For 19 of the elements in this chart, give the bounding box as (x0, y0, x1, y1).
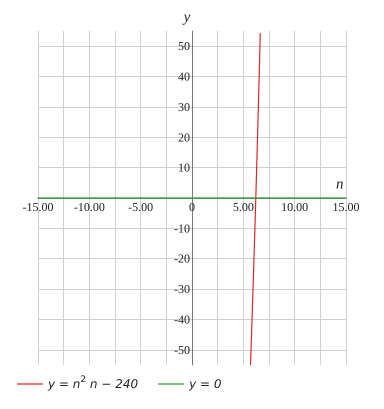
x-tick-label: -10.00 (74, 200, 105, 214)
x-axis-title: n (336, 176, 344, 192)
y-tick-label: 30 (178, 100, 190, 114)
legend-label: y = 0 (188, 377, 222, 391)
x-tick-label: 15.00 (332, 200, 360, 214)
x-tick-label: -15.00 (22, 200, 54, 214)
y-axis-title: y (182, 10, 191, 26)
y-tick-label: 50 (178, 39, 190, 54)
y-tick-label: 40 (178, 70, 190, 84)
y-tick-label: -50 (174, 342, 190, 357)
y-tick-label: -20 (174, 252, 190, 266)
y-tick-label: 20 (178, 130, 190, 144)
x-tick-label: 10.00 (281, 200, 308, 214)
y-tick-label: 10 (178, 160, 190, 175)
x-tick-label: 5.00 (232, 200, 254, 214)
y-tick-label: -30 (174, 282, 190, 296)
y-tick-label: -40 (174, 312, 190, 326)
y-tick-label: -10 (174, 221, 190, 236)
x-tick-label: -5.00 (128, 200, 154, 214)
